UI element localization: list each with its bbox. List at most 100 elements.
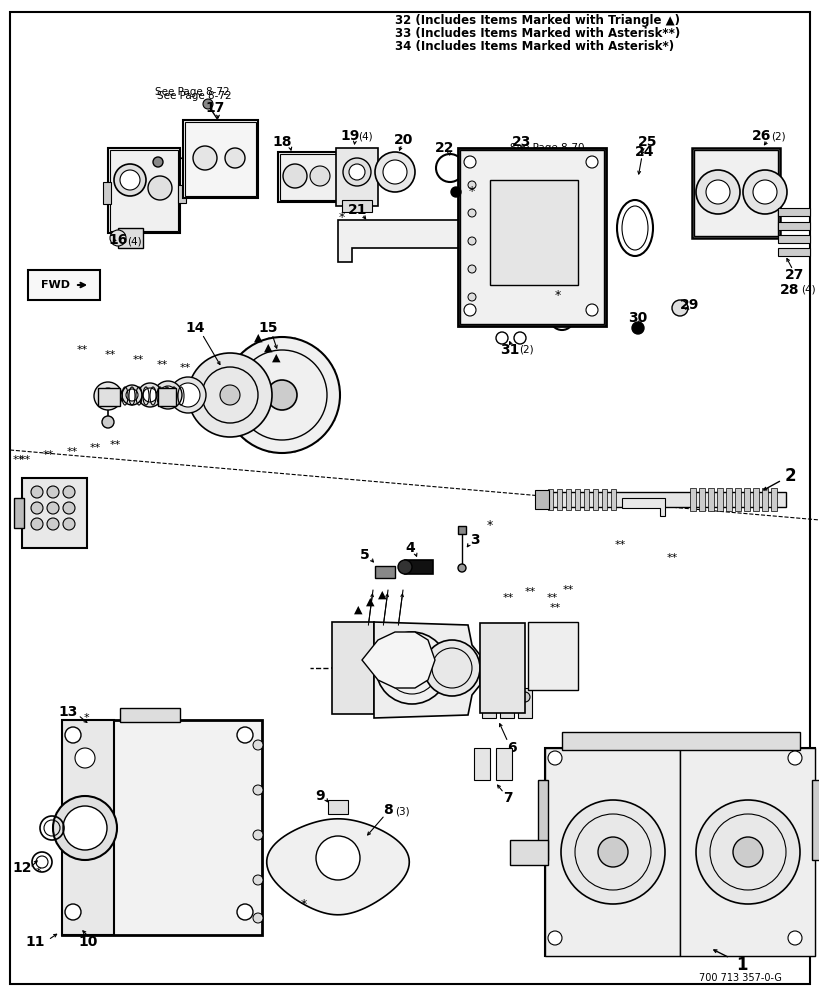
Circle shape (695, 800, 799, 904)
Circle shape (65, 904, 81, 920)
Text: 24: 24 (635, 145, 654, 159)
Circle shape (47, 486, 59, 498)
Bar (183, 120, 258, 198)
Bar (108, 148, 180, 233)
Text: 700 713 357-0-G: 700 713 357-0-G (699, 973, 781, 983)
Text: 1: 1 (735, 956, 747, 974)
Bar (698, 488, 704, 511)
Bar (405, 560, 432, 574)
Text: 28: 28 (780, 283, 799, 297)
Circle shape (188, 353, 272, 437)
Bar (336, 148, 378, 206)
Text: 12: 12 (12, 861, 32, 875)
Circle shape (742, 170, 786, 214)
Bar (342, 200, 372, 212)
Circle shape (65, 727, 81, 743)
Text: **: ** (666, 553, 676, 563)
Circle shape (126, 389, 138, 401)
Circle shape (31, 502, 43, 514)
Text: 18: 18 (272, 135, 292, 149)
Circle shape (342, 158, 370, 186)
Bar (118, 228, 143, 248)
Circle shape (253, 913, 263, 923)
Text: 6: 6 (507, 741, 516, 755)
Text: 9: 9 (314, 789, 324, 803)
Circle shape (267, 380, 296, 410)
Text: *: * (486, 518, 492, 532)
Circle shape (224, 148, 245, 168)
Circle shape (464, 304, 475, 316)
Bar (500, 688, 514, 718)
Circle shape (501, 692, 511, 702)
Bar (547, 492, 785, 507)
Circle shape (552, 631, 566, 645)
Bar (811, 780, 819, 860)
Bar (28, 270, 100, 300)
Circle shape (349, 164, 364, 180)
Circle shape (75, 748, 95, 768)
Text: (2): (2) (518, 345, 532, 355)
Polygon shape (337, 220, 490, 262)
Text: *: * (301, 898, 307, 911)
Bar (482, 688, 495, 718)
Text: **: ** (156, 360, 167, 370)
Bar (103, 182, 111, 204)
Bar (62, 720, 114, 935)
Bar (537, 780, 547, 860)
Circle shape (102, 416, 114, 428)
Circle shape (253, 785, 263, 795)
Bar (178, 185, 186, 203)
Text: **: ** (549, 603, 560, 613)
Circle shape (560, 800, 664, 904)
Circle shape (203, 99, 213, 109)
Text: 8: 8 (382, 803, 392, 817)
Circle shape (138, 383, 162, 407)
Polygon shape (373, 622, 479, 718)
Bar (693, 150, 777, 236)
Bar (14, 498, 24, 528)
Text: **: ** (523, 587, 535, 597)
Text: 2: 2 (783, 467, 795, 485)
Text: See Page 8-72: See Page 8-72 (156, 91, 231, 101)
Bar (98, 388, 120, 406)
Text: 29: 29 (680, 298, 699, 312)
Bar (574, 489, 579, 510)
Circle shape (468, 209, 475, 217)
Text: 4: 4 (405, 541, 414, 555)
Polygon shape (361, 632, 434, 688)
Text: **: ** (66, 447, 78, 457)
Text: *: * (35, 867, 41, 877)
Bar (509, 840, 547, 865)
Circle shape (787, 931, 801, 945)
Bar (716, 488, 722, 511)
Bar (458, 148, 605, 326)
Circle shape (253, 740, 263, 750)
Circle shape (63, 486, 75, 498)
Text: 34 (Includes Items Marked with Asterisk*): 34 (Includes Items Marked with Asterisk*… (395, 40, 673, 53)
Bar (752, 488, 758, 511)
Text: (3): (3) (394, 807, 409, 817)
Text: See Page 8-70: See Page 8-70 (509, 143, 584, 153)
Text: ▲: ▲ (271, 353, 280, 363)
Text: 17: 17 (205, 101, 224, 115)
Circle shape (397, 560, 411, 574)
Text: 13: 13 (58, 705, 78, 719)
Circle shape (752, 180, 776, 204)
Circle shape (672, 300, 687, 316)
Circle shape (315, 836, 360, 880)
Bar (527, 622, 577, 690)
Bar (279, 154, 337, 200)
Text: ▲: ▲ (353, 605, 362, 615)
Circle shape (552, 667, 566, 681)
Text: **: ** (613, 540, 625, 550)
Circle shape (53, 796, 117, 860)
Bar (332, 622, 373, 714)
Circle shape (170, 377, 206, 413)
Text: *: * (338, 212, 345, 225)
Circle shape (192, 146, 217, 170)
Text: *: * (554, 288, 560, 302)
Bar (777, 222, 809, 230)
Text: **: ** (76, 345, 88, 355)
Bar (725, 488, 731, 511)
Circle shape (519, 692, 529, 702)
